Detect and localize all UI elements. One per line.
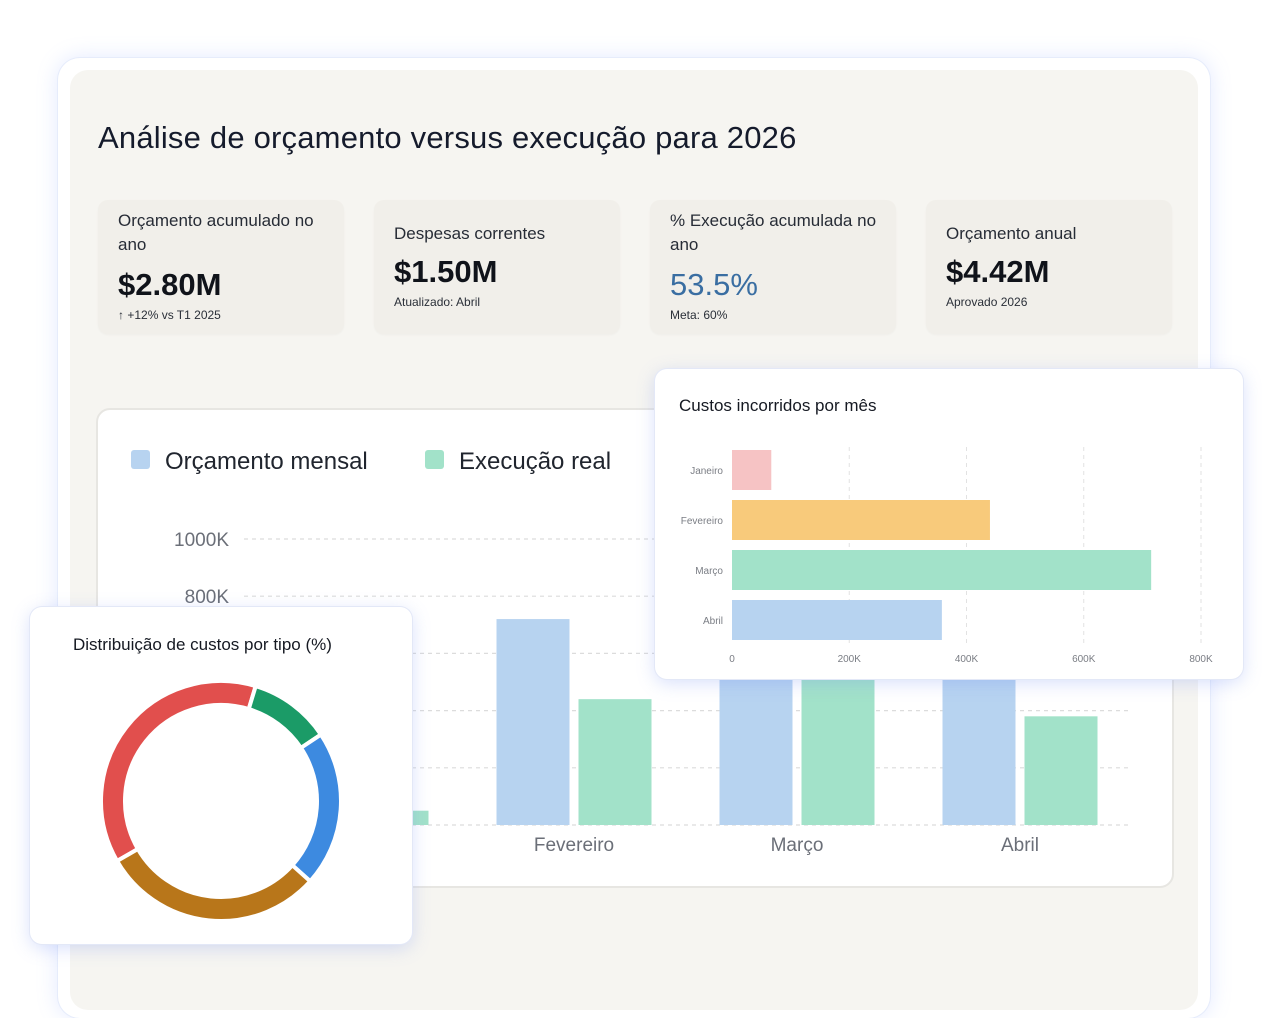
y-tick-label: Fevereiro — [681, 516, 724, 527]
donut-slice — [246, 684, 323, 750]
kpi-label: Despesas correntes — [394, 224, 546, 243]
x-tick-label: 200K — [838, 654, 862, 665]
y-tick-label: Janeiro — [690, 466, 723, 477]
kpi-label: % Execução acumulada no ano — [670, 211, 877, 254]
kpi-card-annual-budget: Orçamento anual $4.42M Aprovado 2026 — [926, 200, 1172, 334]
legend-swatch-budget — [131, 450, 150, 469]
x-tick-label: 400K — [955, 654, 979, 665]
x-tick-label: 0 — [729, 654, 735, 665]
kpi-value: 53.5% — [670, 267, 758, 302]
donut-slice — [115, 847, 313, 923]
legend-swatch-actual — [425, 450, 444, 469]
kpi-value: $4.42M — [946, 254, 1050, 289]
y-tick-label: Abril — [703, 616, 723, 627]
bar — [732, 500, 990, 540]
bar — [732, 550, 1152, 590]
kpi-value: $1.50M — [394, 254, 498, 289]
kpi-card-execution-pct: % Execução acumulada no ano 53.5% Meta: … — [650, 200, 896, 334]
donut-slice — [99, 679, 258, 863]
bar — [732, 450, 772, 490]
legend-label-actual: Execução real — [459, 448, 612, 475]
cost-distribution-card: Distribuição de custos por tipo (%) — [30, 607, 412, 944]
kpi-note: Atualizado: Abril — [394, 295, 481, 309]
page-title: Análise de orçamento versus execução par… — [98, 120, 797, 155]
kpi-value: $2.80M — [118, 267, 222, 302]
kpi-label: Orçamento acumulado no ano — [118, 211, 314, 254]
costs-by-month-chart: 0 200K 400K 600K 800K Janeiro Fevereiro Março Ab… — [681, 447, 1213, 665]
y-tick-label: Março — [695, 566, 723, 577]
cost-distribution-title: Distribuição de custos por tipo (%) — [73, 635, 332, 654]
x-tick-label: 600K — [1072, 654, 1096, 665]
costs-by-month-card: Custos incorridos por mês 0 200K 400K 600K 8… — [655, 369, 1243, 679]
kpi-card-ytd-budget: Orçamento acumulado no ano $2.80M ↑ +12%… — [98, 200, 344, 334]
x-tick-label: 800K — [1189, 654, 1213, 665]
legend-label-budget: Orçamento mensal — [165, 448, 368, 475]
kpi-note: Aprovado 2026 — [946, 295, 1028, 309]
kpi-note: ↑ +12% vs T1 2025 — [118, 308, 221, 322]
cost-distribution-donut — [99, 679, 343, 923]
kpi-note: Meta: 60% — [670, 308, 728, 322]
kpi-card-current-expenses: Despesas correntes $1.50M Atualizado: Ab… — [374, 200, 620, 334]
donut-slice — [290, 732, 343, 884]
bar — [732, 600, 942, 640]
costs-by-month-title: Custos incorridos por mês — [679, 396, 877, 415]
kpi-label: Orçamento anual — [946, 224, 1077, 243]
